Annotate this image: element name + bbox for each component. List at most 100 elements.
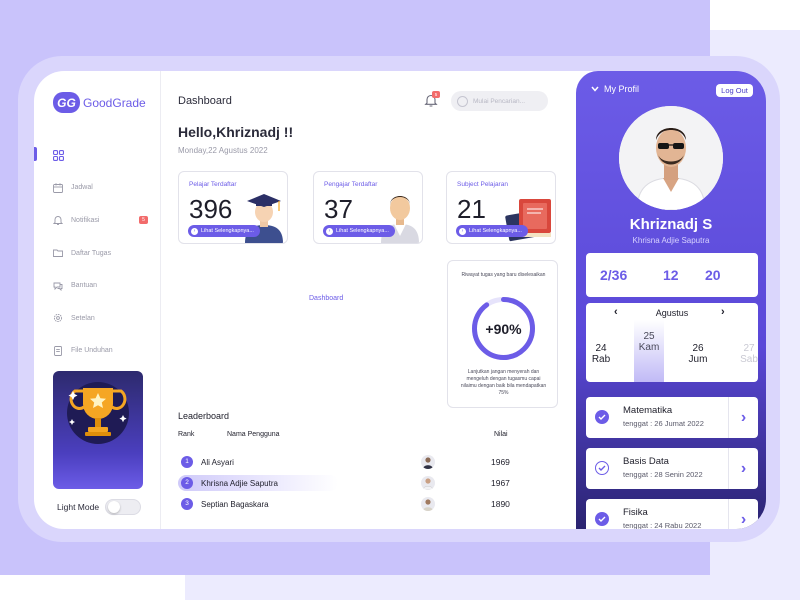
progress-value: +90% bbox=[485, 321, 522, 337]
subject-name: Fisika bbox=[623, 507, 648, 518]
progress-card: Riwayat tugas yang baru diselesaikan +90… bbox=[447, 260, 558, 408]
logo[interactable]: GG GoodGrade bbox=[53, 92, 146, 113]
profile-header-label: My Profil bbox=[604, 84, 640, 94]
folder-icon bbox=[53, 249, 63, 258]
light-mode-label: Light Mode bbox=[57, 502, 100, 512]
arrow-right-icon: › bbox=[459, 227, 466, 235]
arrow-right-icon: › bbox=[191, 227, 198, 235]
chevron-right-icon[interactable]: › bbox=[728, 397, 758, 438]
chevron-right-icon[interactable]: › bbox=[728, 499, 758, 529]
stat-label: Pelajar Terdaftar bbox=[189, 181, 237, 188]
leaderboard-row[interactable]: 3 Septian Bagaskara 1890 bbox=[178, 496, 518, 512]
progress-title: Riwayat tugas yang baru diselesaikan bbox=[461, 272, 546, 278]
day-number: 27 bbox=[743, 343, 755, 354]
sidebar-item-label: File Unduhan bbox=[71, 347, 113, 355]
app-window: GG GoodGrade Jadwal bbox=[34, 71, 766, 529]
leaderboard-row[interactable]: 1 Ali Asyari 1969 bbox=[178, 454, 518, 470]
sidebar-item-file-unduhan[interactable]: File Unduhan bbox=[34, 335, 161, 368]
check-icon bbox=[595, 410, 609, 424]
sidebar-item-daftar-tugas[interactable]: Daftar Tugas bbox=[34, 237, 161, 270]
progress-ring-fill bbox=[472, 297, 535, 360]
calendar-day[interactable]: 26 Jum bbox=[683, 343, 713, 365]
sidebar: GG GoodGrade Jadwal bbox=[34, 71, 161, 529]
check-icon bbox=[595, 461, 609, 475]
calendar-icon bbox=[53, 183, 63, 193]
profile-stats: 2/36 12 20 bbox=[586, 253, 758, 297]
sidebar-item-label: Bantuan bbox=[71, 282, 98, 290]
stat-middle: 12 bbox=[663, 267, 679, 283]
subject-name: Basis Data bbox=[623, 456, 669, 467]
calendar-prev-button[interactable]: ‹ bbox=[614, 306, 618, 318]
app-name: GoodGrade bbox=[83, 95, 146, 110]
profile-nickname: Khriznadj S bbox=[629, 216, 713, 233]
leaderboard-header-score: Nilai bbox=[494, 431, 508, 438]
trophy-card bbox=[53, 371, 143, 489]
sidebar-item-bantuan[interactable]: Bantuan bbox=[34, 269, 161, 302]
leaderboard-title: Leaderboard bbox=[178, 411, 230, 421]
day-name: Jum bbox=[688, 354, 708, 365]
settings-icon bbox=[53, 314, 63, 323]
calendar-day-selected[interactable]: 25 Kam bbox=[634, 320, 664, 382]
help-icon bbox=[53, 282, 63, 291]
grid-icon bbox=[53, 149, 64, 161]
day-name: Sab bbox=[740, 354, 758, 365]
subject-due: tenggat : 28 Senin 2022 bbox=[623, 470, 703, 479]
stat-card-teachers: Pengajar Terdaftar 37 › Lihat Selengkapn… bbox=[313, 171, 423, 244]
user-name: Ali Asyari bbox=[201, 457, 234, 467]
see-more-button[interactable]: › Lihat Selengkapnya... bbox=[323, 225, 395, 237]
profile-header[interactable]: My Profil bbox=[591, 84, 639, 94]
profile-fullname: Khrisna Adjie Saputra bbox=[632, 236, 710, 245]
leaderboard-row-highlighted[interactable]: 2 Khrisna Adjie Saputra bbox=[178, 475, 338, 491]
chevron-right-icon[interactable]: › bbox=[728, 448, 758, 489]
search-icon bbox=[457, 95, 468, 107]
calendar-day[interactable]: 27 Sab bbox=[734, 343, 758, 365]
notification-badge: 5 bbox=[139, 216, 148, 225]
light-mode-toggle[interactable] bbox=[105, 499, 142, 515]
subject-card[interactable]: Basis Data tenggat : 28 Senin 2022 › bbox=[586, 448, 758, 489]
see-more-label: Lihat Selengkapnya... bbox=[336, 228, 389, 234]
download-file-icon bbox=[54, 345, 62, 356]
sidebar-item-jadwal[interactable]: Jadwal bbox=[34, 172, 161, 205]
stat-label: Pengajar Terdaftar bbox=[324, 181, 378, 188]
stat-value: 21 bbox=[457, 194, 486, 224]
stat-right: 20 bbox=[705, 267, 721, 283]
sidebar-item-label: Notifikasi bbox=[71, 216, 100, 224]
see-more-label: Lihat Selengkapnya... bbox=[469, 228, 522, 234]
see-more-button[interactable]: › Lihat Selengkapnya... bbox=[188, 225, 260, 237]
leaderboard-header-name: Nama Pengguna bbox=[227, 431, 280, 438]
greeting: Hello,Khriznadj !! bbox=[178, 124, 294, 140]
dashboard-link[interactable]: Dashboard bbox=[309, 295, 344, 302]
day-number: 25 bbox=[643, 331, 655, 342]
sidebar-item-dashboard[interactable] bbox=[34, 139, 161, 172]
chevron-down-icon bbox=[591, 86, 599, 92]
logout-button[interactable]: Log Out bbox=[716, 84, 753, 97]
stat-value: 396 bbox=[189, 194, 233, 224]
trophy-icon bbox=[67, 382, 129, 444]
logo-mark: GG bbox=[53, 92, 80, 113]
subject-card[interactable]: Fisika tenggat : 24 Rabu 2022 › bbox=[586, 499, 758, 529]
sidebar-item-notifikasi[interactable]: Notifikasi 5 bbox=[34, 204, 161, 237]
stat-card-students: Pelajar Terdaftar 396 › Lihat Selengkapn… bbox=[178, 171, 288, 244]
sidebar-item-setelan[interactable]: Setelan bbox=[34, 302, 161, 335]
check-icon bbox=[595, 512, 609, 526]
day-number: 24 bbox=[595, 343, 607, 354]
calendar-day[interactable]: 24 Rab bbox=[586, 343, 616, 365]
calendar-next-button[interactable]: › bbox=[721, 306, 725, 318]
day-name: Rab bbox=[591, 354, 611, 365]
subject-card[interactable]: Matematika tenggat : 26 Jumat 2022 › bbox=[586, 397, 758, 438]
toggle-knob bbox=[108, 501, 121, 513]
leaderboard-row-extras: 1967 bbox=[178, 475, 518, 491]
sidebar-item-label: Daftar Tugas bbox=[71, 249, 112, 257]
profile-panel: My Profil Log Out Khriznadj S Khrisna Ad… bbox=[576, 71, 766, 529]
notification-badge: 5 bbox=[432, 91, 440, 98]
user-name: Khrisna Adjie Saputra bbox=[201, 478, 278, 488]
subject-due: tenggat : 24 Rabu 2022 bbox=[623, 521, 702, 529]
search-placeholder: Mulai Pencarian... bbox=[473, 97, 526, 105]
stat-label: Subject Pelajaran bbox=[457, 181, 508, 188]
search-input[interactable]: Mulai Pencarian... bbox=[451, 91, 548, 111]
user-score: 1967 bbox=[491, 478, 510, 488]
see-more-button[interactable]: › Lihat Selengkapnya... bbox=[456, 225, 528, 237]
main-content: Dashboard 5 Mulai Pencarian... Hello,Khr… bbox=[162, 71, 576, 529]
sidebar-item-label: Jadwal bbox=[71, 184, 93, 192]
stat-card-subjects: Subject Pelajaran 21 › Lihat Selengkapny… bbox=[446, 171, 556, 244]
